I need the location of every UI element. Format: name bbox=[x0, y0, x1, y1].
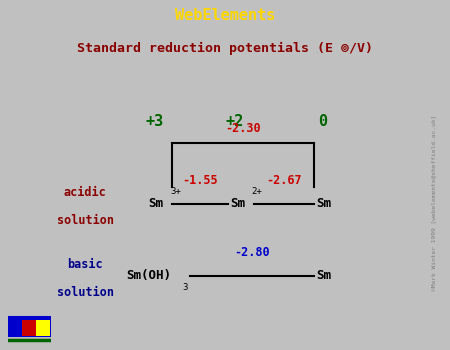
Text: solution: solution bbox=[57, 214, 114, 227]
Text: -2.80: -2.80 bbox=[234, 246, 270, 259]
Text: Standard reduction potentials (E ⊚/V): Standard reduction potentials (E ⊚/V) bbox=[77, 42, 373, 55]
Text: 3: 3 bbox=[183, 284, 188, 293]
Text: basic: basic bbox=[68, 258, 103, 271]
Bar bbox=[36, 320, 50, 336]
Text: solution: solution bbox=[57, 286, 114, 299]
Bar bbox=[22, 320, 36, 336]
Bar bbox=[8, 320, 22, 336]
Text: Sm: Sm bbox=[148, 197, 164, 210]
Text: +3: +3 bbox=[146, 114, 164, 129]
Text: 2+: 2+ bbox=[252, 187, 262, 196]
Text: -2.30: -2.30 bbox=[225, 122, 261, 135]
Text: -2.67: -2.67 bbox=[266, 174, 302, 188]
Text: Sm: Sm bbox=[316, 197, 331, 210]
Text: Sm: Sm bbox=[230, 197, 245, 210]
Text: Sm: Sm bbox=[316, 269, 331, 282]
Text: -1.55: -1.55 bbox=[183, 174, 218, 188]
Bar bbox=[8, 317, 51, 320]
Text: ©Mark Winter 1999 [webelements@sheffield.ac.uk]: ©Mark Winter 1999 [webelements@sheffield… bbox=[432, 115, 437, 291]
Text: 0: 0 bbox=[318, 114, 327, 129]
Bar bbox=[8, 317, 51, 336]
Text: WebElements: WebElements bbox=[175, 8, 275, 23]
Text: +2: +2 bbox=[225, 114, 243, 129]
Text: 3+: 3+ bbox=[170, 187, 180, 196]
Text: Sm(OH): Sm(OH) bbox=[126, 269, 171, 282]
Text: acidic: acidic bbox=[64, 187, 107, 199]
